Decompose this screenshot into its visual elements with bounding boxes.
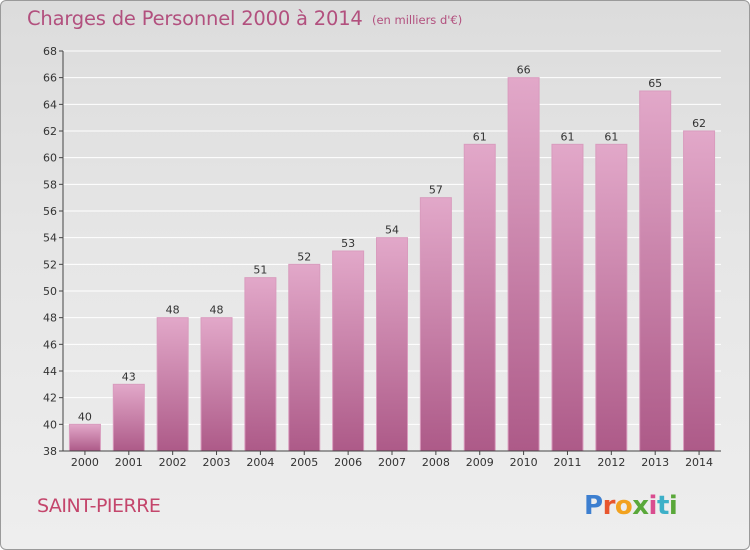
x-tick-label: 2005 [290,456,318,469]
x-tick-label: 2013 [641,456,669,469]
y-tick-label: 50 [43,285,57,298]
bar [683,130,716,452]
data-label: 51 [253,264,267,277]
data-label: 54 [385,224,399,237]
y-tick-label: 52 [43,258,57,271]
x-tick-label: 2001 [115,456,143,469]
bar [639,90,672,452]
data-label: 61 [560,130,574,143]
bar [551,143,584,452]
bar [595,143,628,452]
data-label: 65 [648,77,662,90]
data-label: 43 [122,370,136,383]
x-tick-label: 2002 [159,456,187,469]
x-tick-label: 2009 [466,456,494,469]
x-tick-label: 2011 [553,456,581,469]
logo-letter: t [656,491,669,521]
logo-letter: x [632,491,649,521]
y-tick-label: 62 [43,125,57,138]
data-label: 61 [473,130,487,143]
x-tick-label: 2008 [422,456,450,469]
x-tick-label: 2006 [334,456,362,469]
y-tick-label: 44 [43,365,57,378]
proxiti-logo[interactable]: Proxiti [584,491,678,521]
location-name: SAINT-PIERRE [37,495,161,517]
y-tick-label: 38 [43,445,57,458]
data-label: 57 [429,184,443,197]
y-tick-label: 42 [43,392,57,405]
bar [112,383,145,452]
y-tick-label: 46 [43,338,57,351]
logo-letter: i [668,491,678,521]
bar [376,237,408,452]
data-label: 53 [341,237,355,250]
data-label: 48 [166,304,180,317]
data-label: 66 [517,64,531,77]
chart-title: Charges de Personnel 2000 à 2014 [27,7,363,30]
data-label: 61 [604,130,618,143]
logo-letter: P [584,491,603,521]
bar [288,263,321,452]
bar [200,317,233,452]
bar [68,423,101,452]
logo-letter: o [614,491,633,521]
y-tick-label: 68 [43,45,57,58]
data-label: 52 [297,250,311,263]
logo-letter: i [648,491,658,521]
y-tick-label: 58 [43,178,57,191]
y-tick-label: 56 [43,205,57,218]
y-tick-label: 64 [43,98,57,111]
bar [244,277,277,452]
y-tick-label: 48 [43,312,57,325]
logo-letter: r [602,491,616,521]
bar [507,77,540,452]
y-tick-label: 66 [43,72,57,85]
chart-subtitle: (en milliers d'€) [372,13,463,27]
y-tick-label: 40 [43,418,57,431]
y-tick-label: 60 [43,152,57,165]
data-label: 40 [78,410,92,423]
bar [419,197,452,452]
x-tick-label: 2000 [71,456,99,469]
y-tick-label: 54 [43,232,57,245]
bar [332,250,365,452]
x-tick-label: 2007 [378,456,406,469]
x-tick-label: 2004 [246,456,274,469]
x-tick-label: 2003 [203,456,231,469]
x-tick-label: 2012 [597,456,625,469]
bar [463,143,496,452]
x-tick-label: 2014 [685,456,713,469]
x-tick-label: 2010 [510,456,538,469]
data-label: 48 [210,304,224,317]
data-label: 62 [692,117,706,130]
bar [156,317,189,452]
